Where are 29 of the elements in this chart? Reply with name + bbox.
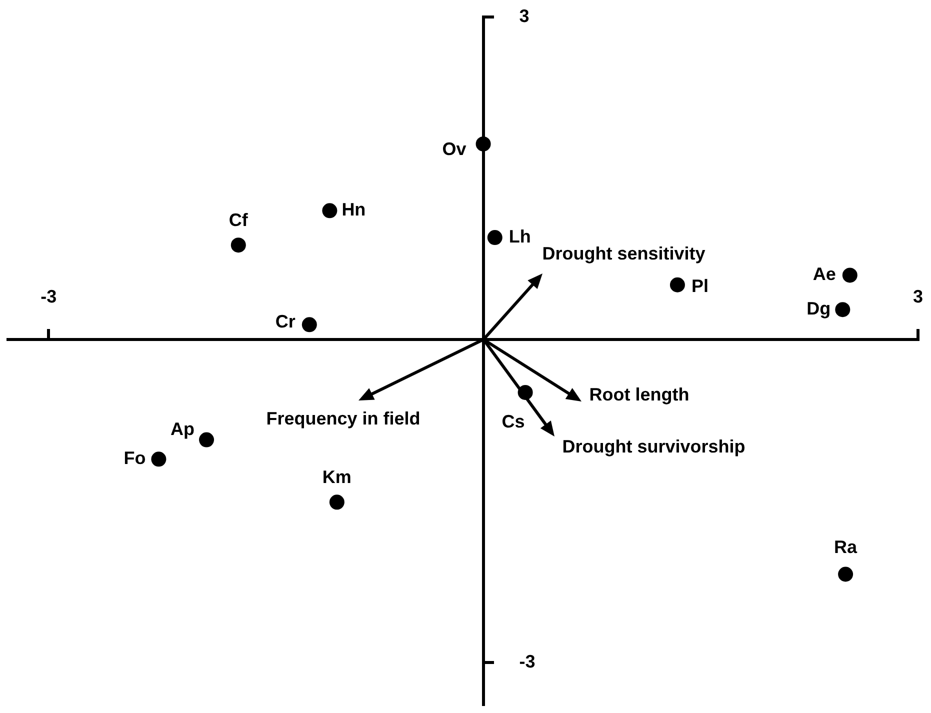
annotation: Ov <box>442 138 466 159</box>
point <box>835 302 850 318</box>
point <box>476 136 491 152</box>
annotation: Frequency in field <box>266 408 420 429</box>
point <box>230 238 246 253</box>
annotation: Fo <box>124 448 146 468</box>
point <box>302 317 317 332</box>
point <box>838 566 854 582</box>
annotation: Km <box>322 467 352 488</box>
annotation: Drought survivorship <box>562 436 746 457</box>
annotation: Root length <box>589 384 690 405</box>
point <box>322 203 338 218</box>
point <box>842 268 858 283</box>
annotation: Pl <box>691 276 708 296</box>
annotation: Hn <box>342 200 366 220</box>
point <box>199 432 214 448</box>
annotation: Cs <box>502 411 525 432</box>
annotation: Cf <box>228 210 249 230</box>
annotation: Ap <box>170 418 195 439</box>
annotation: Ae <box>812 264 836 284</box>
annotation: Lh <box>508 226 531 247</box>
annotation: Cr <box>275 312 296 332</box>
point <box>670 277 685 292</box>
annotation: Drought sensitivity <box>542 244 706 264</box>
point <box>487 230 502 246</box>
point <box>151 452 166 467</box>
annotation: Dg <box>806 298 831 319</box>
annotation: Ra <box>834 537 858 558</box>
point <box>329 494 344 510</box>
